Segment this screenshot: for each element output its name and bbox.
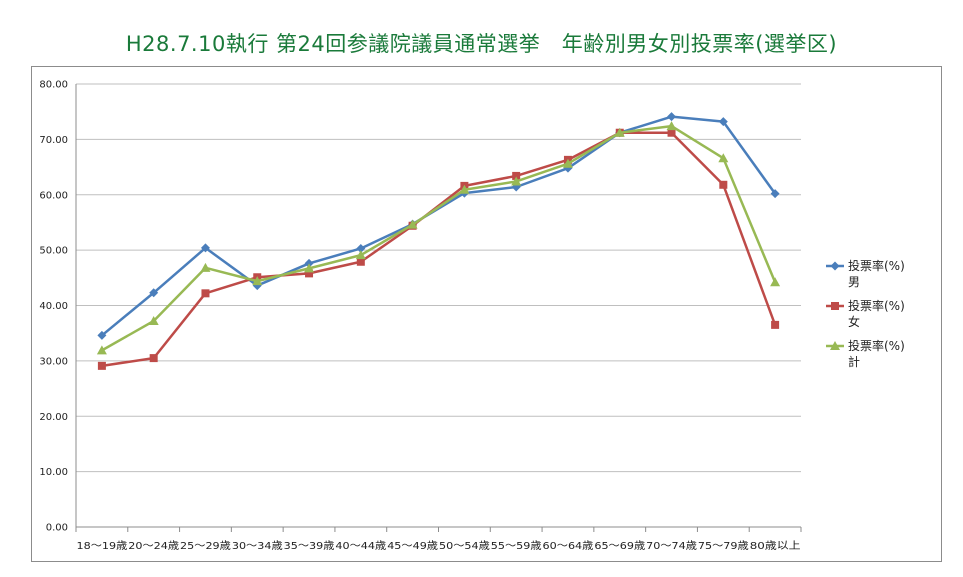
data-point: [252, 276, 263, 286]
data-point: [719, 180, 728, 189]
data-point: [304, 263, 315, 273]
legend-marker: [830, 341, 840, 350]
data-point: [667, 128, 676, 137]
y-tick-label: 60.00: [39, 190, 68, 201]
data-point: [770, 277, 781, 287]
x-tick-label: 80歳以上: [750, 540, 801, 552]
legend-label: 投票率(%): [848, 258, 905, 273]
data-point: [718, 117, 728, 127]
data-point: [149, 288, 159, 298]
data-point: [356, 243, 366, 253]
data-point: [562, 158, 573, 168]
data-point: [718, 153, 729, 163]
data-point: [96, 345, 107, 355]
data-point: [667, 112, 677, 122]
y-tick-label: 40.00: [39, 301, 68, 312]
x-tick-label: 55～59歳: [491, 540, 542, 552]
x-tick-label: 70～74歳: [646, 540, 697, 552]
x-tick-label: 25～29歳: [180, 540, 231, 552]
series-line: [101, 124, 777, 352]
legend-marker: [830, 261, 840, 271]
y-tick-label: 0.00: [46, 523, 68, 534]
legend-label: 計: [848, 354, 860, 369]
x-tick-label: 35～39歳: [284, 540, 335, 552]
legend-label: 男: [848, 275, 860, 289]
series-line: [101, 115, 777, 337]
y-tick-label: 80.00: [39, 80, 68, 91]
data-point: [97, 330, 107, 340]
data-point: [200, 243, 210, 253]
data-point: [512, 171, 521, 180]
x-tick-label: 40～44歳: [335, 540, 386, 552]
data-point: [355, 250, 366, 260]
y-tick-label: 30.00: [39, 356, 68, 367]
data-point: [356, 257, 365, 266]
y-tick-label: 70.00: [39, 135, 68, 146]
y-tick-label: 50.00: [39, 246, 68, 257]
chart-frame: [31, 66, 942, 562]
data-point: [305, 269, 314, 278]
data-point: [459, 184, 470, 194]
y-tick-label: 10.00: [39, 467, 68, 478]
y-tick-label: 20.00: [39, 412, 68, 423]
legend-label: 女: [848, 314, 860, 329]
data-point: [148, 316, 159, 326]
data-point: [770, 189, 780, 199]
x-tick-label: 60～64歳: [543, 540, 594, 552]
data-point: [771, 320, 780, 329]
data-point: [511, 176, 522, 186]
data-point: [407, 219, 418, 229]
x-tick-label: 20～24歳: [128, 540, 179, 552]
x-tick-label: 18～19歳: [77, 540, 128, 552]
legend-marker: [831, 302, 839, 310]
data-point: [614, 127, 625, 137]
x-tick-label: 75～79歳: [698, 540, 749, 552]
x-tick-label: 45～49歳: [387, 540, 438, 552]
data-point: [200, 262, 211, 272]
x-tick-label: 30～34歳: [232, 540, 283, 552]
chart-title: H28.7.10執行 第24回参議院議員通常選挙 年齢別男女別投票率(選挙区): [125, 32, 838, 56]
x-tick-label: 50～54歳: [439, 540, 490, 552]
data-point: [201, 289, 210, 298]
data-point: [97, 361, 106, 370]
legend-label: 投票率(%): [848, 298, 905, 313]
legend-label: 投票率(%): [848, 338, 905, 353]
x-tick-label: 65～69歳: [594, 540, 645, 552]
data-point: [666, 121, 677, 131]
data-point: [149, 354, 158, 363]
